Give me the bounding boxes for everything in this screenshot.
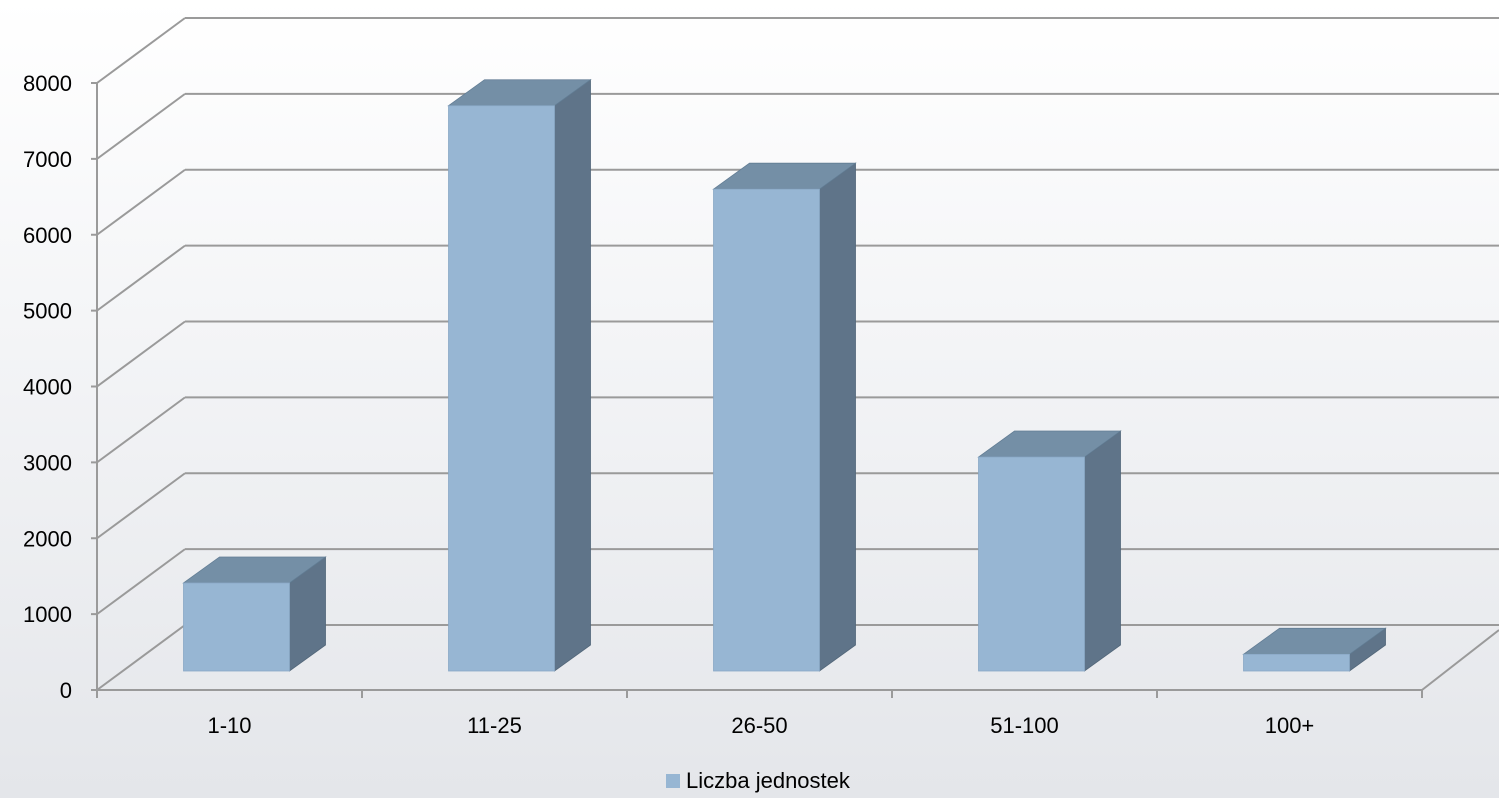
gridline-diagonal	[96, 168, 186, 236]
y-tick-label: 3000	[23, 450, 72, 475]
y-tick-label: 7000	[23, 147, 72, 172]
gridline-diagonal	[96, 17, 186, 84]
gridline-diagonal	[96, 548, 186, 615]
y-tick-label: 5000	[23, 299, 72, 324]
floor-edge	[1421, 629, 1499, 691]
legend-swatch	[666, 774, 680, 788]
y-tick-label: 2000	[23, 526, 72, 551]
bars	[182, 78, 1387, 672]
y-axis-ticks: 0 1000 2000 3000 4000 5000 6000 7000 8000	[23, 71, 72, 703]
gridline-diagonal	[96, 244, 186, 312]
bar-front	[713, 188, 820, 672]
x-axis-labels: 1-10 11-25 26-50 51-100 100+	[207, 713, 1314, 738]
bar-front	[978, 456, 1085, 672]
x-tick-label: 26-50	[731, 713, 787, 738]
legend: Liczba jednostek	[666, 768, 851, 793]
x-tick-label: 51-100	[990, 713, 1059, 738]
y-tick-label: 4000	[23, 375, 72, 400]
y-tick-label: 8000	[23, 71, 72, 96]
bar-front	[183, 582, 290, 672]
bar	[1242, 627, 1387, 672]
x-tick-label: 1-10	[207, 713, 251, 738]
y-tick-label: 0	[60, 678, 72, 703]
legend-label: Liczba jednostek	[686, 768, 851, 793]
bar-side	[554, 78, 591, 672]
gridline-diagonal	[96, 93, 186, 160]
bar-side	[1084, 430, 1121, 672]
gridline-diagonal	[96, 624, 186, 691]
y-tick-label: 1000	[23, 602, 72, 627]
bar	[447, 78, 592, 672]
bar-front	[448, 105, 555, 672]
bar-side	[819, 162, 856, 672]
x-tick-label: 11-25	[467, 713, 522, 738]
axes	[91, 82, 1499, 698]
x-tick-label: 100+	[1265, 713, 1315, 738]
gridline-diagonal	[96, 320, 186, 388]
bar	[712, 162, 857, 672]
bar	[182, 556, 327, 672]
gridline-diagonal	[96, 396, 186, 464]
gridline-diagonal	[96, 472, 186, 540]
bar-front	[1243, 653, 1350, 672]
bar	[977, 430, 1122, 672]
y-tick-label: 6000	[23, 223, 72, 248]
